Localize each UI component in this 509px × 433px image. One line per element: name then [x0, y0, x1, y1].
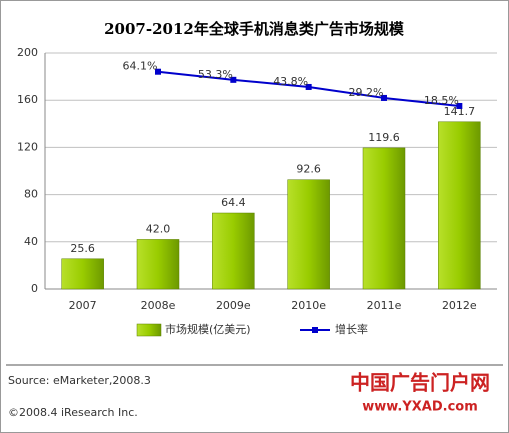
line-marker: [305, 83, 312, 90]
data-label: 64.4: [221, 196, 246, 209]
x-tick-label: 2008e: [141, 299, 176, 312]
data-label: 141.7: [444, 105, 476, 118]
watermark-name: 中国广告门户网: [350, 371, 490, 395]
data-label: 18.5%: [424, 94, 459, 107]
data-label: 29.2%: [349, 86, 384, 99]
data-label: 25.6: [70, 242, 95, 255]
data-label: 64.1%: [123, 60, 158, 73]
y-tick-label: 160: [17, 93, 38, 106]
copyright: ©2008.4 iResearch Inc.: [8, 406, 138, 419]
chart-title: 2007-2012年全球手机消息类广告市场规模: [104, 20, 405, 38]
x-tick-label: 2012e: [442, 299, 477, 312]
data-label: 92.6: [296, 163, 321, 176]
bar: [61, 258, 104, 290]
data-label: 42.0: [146, 222, 171, 235]
line-marker: [230, 76, 237, 83]
bar: [136, 239, 180, 290]
bar: [438, 121, 481, 290]
line-marker: [155, 68, 161, 75]
data-label: 43.8%: [273, 75, 308, 88]
legend-label: 增长率: [335, 322, 368, 336]
legend-swatch: [136, 323, 162, 337]
bar: [362, 147, 406, 290]
source: Source: eMarketer,2008.3: [8, 374, 151, 387]
data-label: 119.6: [368, 131, 400, 144]
data-label: 53.3%: [198, 68, 233, 81]
bar: [212, 212, 255, 290]
x-tick-label: 2007: [69, 299, 97, 312]
bar: [287, 179, 330, 290]
y-tick-label: 80: [24, 188, 38, 201]
line-marker: [381, 94, 387, 101]
watermark-url: www.YXAD.com: [362, 400, 478, 415]
y-tick-label: 200: [17, 46, 38, 59]
y-tick-label: 0: [31, 282, 38, 295]
x-tick-label: 2009e: [216, 299, 251, 312]
y-tick-label: 40: [24, 235, 38, 248]
line-marker: [456, 102, 463, 109]
y-tick-label: 120: [17, 140, 38, 153]
legend-label: 市场规模(亿美元): [165, 322, 251, 336]
x-tick-label: 2011e: [367, 299, 402, 312]
x-tick-label: 2010e: [291, 299, 326, 312]
legend-swatch: [312, 327, 318, 333]
